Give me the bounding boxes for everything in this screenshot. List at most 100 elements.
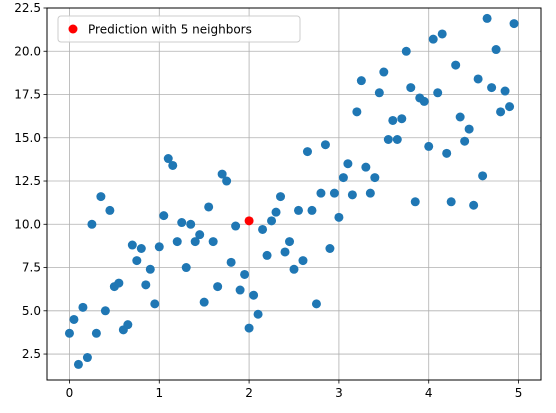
data-point: [150, 299, 160, 309]
data-point: [195, 230, 205, 240]
x-tick-label: 2: [245, 386, 253, 400]
data-point: [271, 207, 281, 217]
x-tick-label: 5: [515, 386, 523, 400]
data-point: [392, 134, 402, 144]
data-point: [451, 60, 461, 70]
data-point: [249, 290, 259, 300]
data-point: [482, 13, 492, 23]
data-point: [73, 359, 83, 369]
data-point: [285, 237, 295, 247]
data-point: [168, 160, 178, 170]
data-point: [379, 67, 389, 77]
data-point: [64, 328, 74, 338]
data-point: [186, 219, 196, 229]
data-point: [478, 171, 488, 181]
data-point: [491, 45, 501, 55]
data-point: [145, 264, 155, 274]
data-point: [397, 114, 407, 124]
data-point: [419, 96, 429, 106]
data-point: [464, 124, 474, 134]
data-point: [199, 297, 209, 307]
data-point: [302, 147, 312, 157]
data-point: [91, 328, 101, 338]
data-point: [172, 237, 182, 247]
data-points: [64, 13, 519, 369]
data-point: [244, 323, 254, 333]
data-point: [136, 244, 146, 254]
data-point: [487, 83, 497, 93]
data-point: [293, 205, 303, 215]
data-point: [105, 205, 115, 215]
x-tick-label: 0: [66, 386, 74, 400]
data-point: [424, 141, 434, 151]
data-point: [307, 205, 317, 215]
data-point: [500, 86, 510, 96]
data-point: [433, 88, 443, 98]
legend-box: [57, 15, 301, 43]
data-point: [132, 256, 142, 266]
data-point: [280, 247, 290, 257]
y-tick-label: 12.5: [14, 174, 41, 188]
data-point: [123, 320, 133, 330]
data-point: [87, 219, 97, 229]
data-point: [352, 107, 362, 117]
x-tick-label: 3: [335, 386, 343, 400]
data-point: [217, 169, 227, 179]
data-point: [437, 29, 447, 39]
y-tick-label: 5.0: [22, 304, 41, 318]
data-point: [213, 282, 223, 292]
axes-frame: [46, 7, 542, 381]
data-point: [338, 173, 348, 183]
data-point: [235, 285, 245, 295]
data-point: [163, 154, 173, 164]
data-point: [231, 221, 241, 231]
data-point: [289, 264, 299, 274]
data-point: [141, 280, 151, 290]
axis-ticks: 0 1 2 3 4 5 2.5 5.0 7.5 10.0 12.5 15.0 17.5 20.0 22.5: [14, 1, 522, 400]
x-tick-label: 4: [425, 386, 433, 400]
data-point: [401, 46, 411, 56]
data-point: [361, 162, 371, 172]
data-point: [334, 212, 344, 222]
data-point: [356, 76, 366, 86]
data-point: [262, 250, 272, 260]
data-point: [82, 353, 92, 363]
data-point: [159, 211, 169, 221]
data-point: [154, 242, 164, 252]
y-tick-label: 22.5: [14, 1, 41, 15]
data-point: [276, 192, 286, 202]
data-point: [446, 197, 456, 207]
data-point: [442, 148, 452, 158]
data-point: [96, 192, 106, 202]
y-tick-label: 17.5: [14, 88, 41, 102]
y-tick-label: 7.5: [22, 261, 41, 275]
data-point: [226, 257, 236, 267]
legend-marker: [68, 24, 78, 34]
data-point: [253, 309, 263, 319]
data-point: [428, 34, 438, 44]
y-tick-label: 10.0: [14, 217, 41, 231]
data-point: [177, 218, 187, 228]
data-point: [127, 240, 137, 250]
data-point: [469, 200, 479, 210]
y-tick-label: 20.0: [14, 44, 41, 58]
data-point: [347, 190, 357, 200]
data-point: [78, 302, 88, 312]
prediction-point: [244, 216, 254, 226]
data-point: [69, 314, 79, 324]
data-point: [100, 306, 110, 316]
y-tick-label: 15.0: [14, 131, 41, 145]
data-point: [190, 237, 200, 247]
data-point: [460, 136, 470, 146]
data-point: [365, 188, 375, 198]
data-point: [325, 244, 335, 254]
data-point: [343, 159, 353, 169]
data-point: [181, 263, 191, 273]
data-point: [370, 173, 380, 183]
data-point: [410, 197, 420, 207]
legend-label: Prediction with 5 neighbors: [88, 23, 252, 37]
data-point: [509, 19, 519, 29]
data-point: [473, 74, 483, 84]
data-point: [208, 237, 218, 247]
